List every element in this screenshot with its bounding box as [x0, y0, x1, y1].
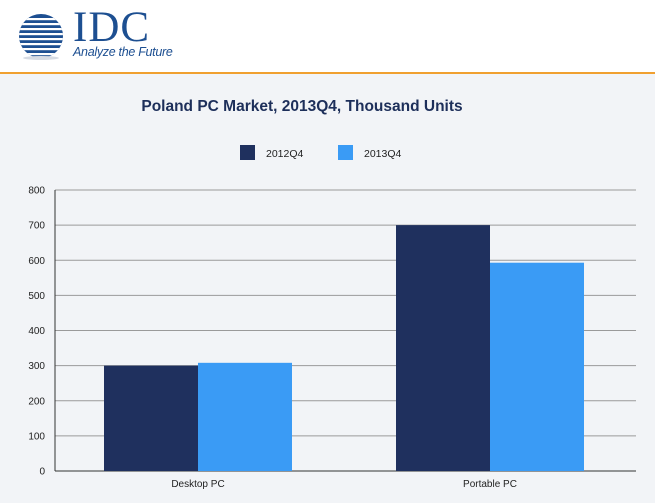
- y-tick-label: 500: [28, 291, 45, 302]
- chart-axes: Desktop PC Portable PC: [54, 190, 517, 490]
- header-divider: [0, 72, 655, 74]
- y-tick-label: 300: [28, 361, 45, 372]
- y-tick-label: 400: [28, 326, 45, 337]
- y-tick-label: 700: [28, 221, 45, 232]
- y-tick-label: 200: [28, 396, 45, 407]
- chart-bars: [104, 225, 584, 471]
- x-category-label: Portable PC: [463, 479, 517, 490]
- y-tick-label: 800: [28, 186, 45, 197]
- bar-chart: Poland PC Market, 2013Q4, Thousand Units…: [28, 98, 636, 490]
- brand-tagline: Analyze the Future: [73, 45, 173, 59]
- y-tick-label: 0: [39, 467, 45, 478]
- y-tick-label: 600: [28, 256, 45, 267]
- bar-portable-pc-2013Q4: [490, 262, 584, 471]
- x-category-label: Desktop PC: [171, 479, 224, 490]
- legend-swatch-2013Q4: [338, 145, 353, 160]
- chart-title: Poland PC Market, 2013Q4, Thousand Units: [141, 98, 462, 115]
- legend-label-2012Q4: 2012Q4: [266, 148, 304, 160]
- bar-portable-pc-2012Q4: [396, 225, 490, 471]
- bar-desktop-pc-2013Q4: [198, 362, 292, 471]
- bar-desktop-pc-2012Q4: [104, 365, 198, 471]
- legend-swatch-2012Q4: [240, 145, 255, 160]
- idc-globe-icon: [19, 14, 63, 60]
- chart-legend: 2012Q4 2013Q4: [240, 145, 402, 160]
- header: IDC Analyze the Future: [0, 0, 655, 72]
- y-tick-label: 100: [28, 431, 45, 442]
- legend-label-2013Q4: 2013Q4: [364, 148, 402, 160]
- brand-name: IDC: [73, 4, 151, 51]
